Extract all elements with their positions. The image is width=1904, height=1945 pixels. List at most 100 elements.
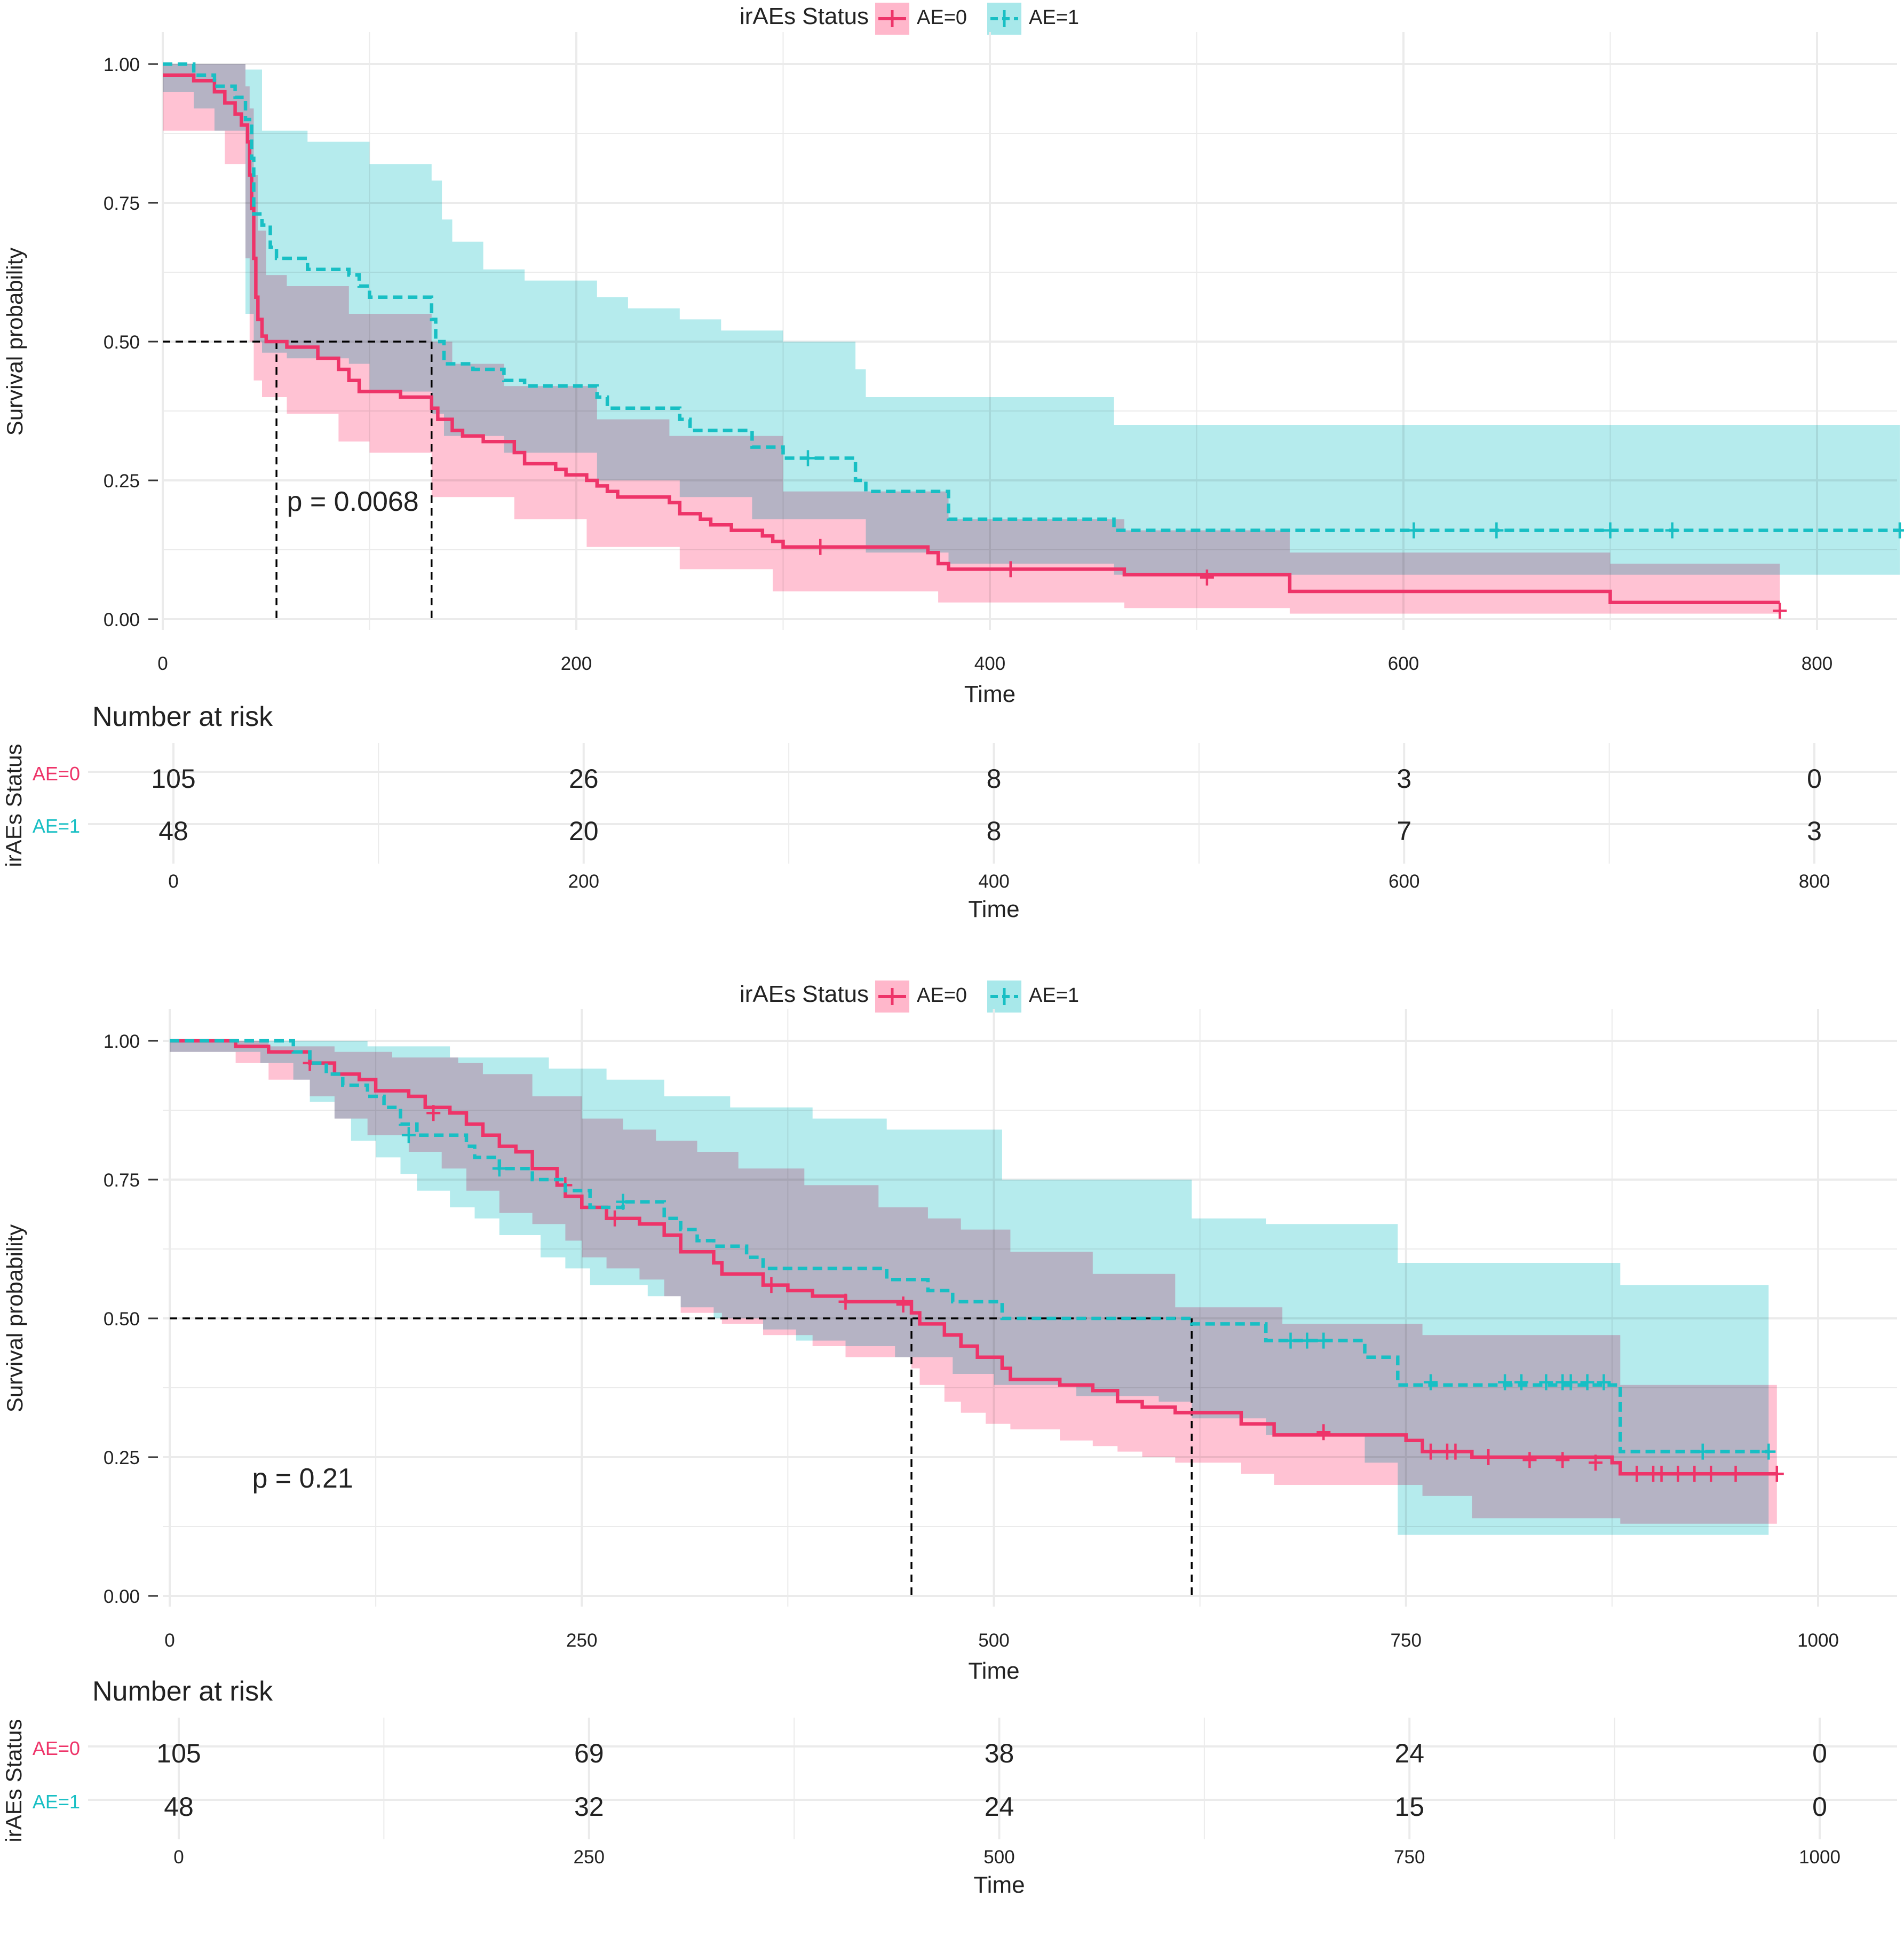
- censor-mark-ae0: [1773, 603, 1787, 619]
- x-axis-label: Time: [968, 1658, 1019, 1684]
- censor-mark-ae0: [1316, 1424, 1331, 1441]
- censor-mark-ae1: [1893, 522, 1904, 539]
- censor-mark-ae0: [1003, 561, 1018, 578]
- x-tick-label: 0: [164, 1630, 174, 1651]
- risk-table-title: Number at risk: [92, 701, 273, 732]
- censor-mark-ae0: [1687, 1466, 1702, 1482]
- ci-band-ae1: [163, 64, 1900, 575]
- risk-count: 24: [1394, 1738, 1424, 1768]
- risk-count: 24: [985, 1792, 1014, 1822]
- censor-mark-ae0: [1630, 1466, 1644, 1482]
- censor-mark-ae1: [1300, 1332, 1314, 1349]
- risk-y-axis-label: irAEs Status: [1, 744, 26, 867]
- x-tick-label: 250: [566, 1630, 597, 1651]
- censor-mark-ae1: [1424, 1374, 1438, 1390]
- censor-mark-ae0: [1588, 1454, 1602, 1471]
- censor-mark-ae0: [1654, 1466, 1669, 1482]
- censor-mark-ae0: [1424, 1443, 1438, 1460]
- y-tick-label: 0.00: [104, 1586, 140, 1607]
- censor-mark-ae0: [426, 1105, 441, 1121]
- x-tick-label: 600: [1388, 653, 1419, 674]
- ci-band-ae1: [170, 1041, 1769, 1535]
- y-tick-label: 0.25: [104, 1448, 140, 1468]
- censor-mark-ae1: [401, 1127, 416, 1143]
- risk-count: 0: [1807, 764, 1822, 794]
- risk-row-label-ae0: AE=0: [33, 763, 80, 785]
- y-tick-label: 1.00: [104, 1031, 140, 1052]
- risk-x-axis-label: Time: [968, 896, 1019, 922]
- risk-table: Number at risk AE=0 105 69 38 24 0 AE=1 48 32 24 15…: [1, 1676, 1897, 1898]
- censor-mark-ae0: [838, 1293, 853, 1310]
- x-tick-label: 750: [1391, 1630, 1422, 1651]
- risk-count: 48: [164, 1792, 194, 1822]
- censor-mark-ae1: [1407, 522, 1421, 539]
- risk-count: 8: [987, 816, 1002, 846]
- y-axis-label: Survival probability: [2, 1224, 27, 1413]
- x-tick-label: 1000: [1797, 1630, 1839, 1651]
- censor-mark-ae1: [801, 450, 815, 467]
- censor-mark-ae0: [608, 1210, 622, 1227]
- risk-count: 8: [987, 764, 1002, 794]
- censor-mark-ae1: [1514, 1374, 1528, 1390]
- censor-mark-ae1: [1580, 1374, 1594, 1390]
- risk-count: 7: [1397, 816, 1411, 846]
- legend-label-ae0: AE=0: [917, 6, 967, 29]
- y-tick-label: 0.25: [104, 471, 140, 492]
- risk-table: Number at risk AE=0 105 26 8 3 0 AE=1 48 20 8 7 3 0 20…: [1, 701, 1897, 922]
- censor-mark-ae0: [813, 539, 828, 555]
- survival-curve-ae1: [170, 1039, 1769, 1453]
- risk-x-tick-label: 250: [574, 1847, 605, 1868]
- legend-label-ae1: AE=1: [1029, 6, 1079, 29]
- km-chart-1: irAEs Status AE=0 AE=1 0.00 0.25 0.50 0.75 1.00…: [1, 3, 1904, 922]
- censor-mark-ae0: [1671, 1466, 1685, 1482]
- risk-table-title: Number at risk: [92, 1676, 273, 1707]
- censor-mark-ae0: [1522, 1452, 1537, 1468]
- censor-mark-ae0: [1481, 1449, 1496, 1465]
- censor-mark-ae1: [492, 1160, 506, 1177]
- km-chart-2: irAEs Status AE=0 AE=1 0.00 0.25 0.50 0.75 1.00…: [1, 981, 1897, 1898]
- legend-title: irAEs Status: [740, 3, 869, 29]
- y-tick-label: 0.00: [104, 610, 140, 630]
- censor-mark-ae0: [764, 1277, 779, 1293]
- risk-count: 20: [569, 816, 599, 846]
- risk-x-tick-label: 0: [168, 871, 178, 892]
- risk-count: 69: [574, 1738, 604, 1768]
- y-tick-label: 0.75: [104, 193, 140, 214]
- risk-x-tick-label: 600: [1389, 871, 1419, 892]
- censor-mark-ae0: [1728, 1466, 1743, 1482]
- censor-mark-ae1: [1597, 1374, 1611, 1390]
- risk-row-label-ae1: AE=1: [33, 1791, 80, 1813]
- risk-count: 3: [1807, 816, 1822, 846]
- x-tick-label: 500: [978, 1630, 1009, 1651]
- y-tick-label: 0.50: [104, 332, 140, 353]
- x-axis-label: Time: [964, 681, 1016, 707]
- censor-mark-ae1: [1762, 1443, 1776, 1460]
- risk-x-tick-label: 750: [1394, 1847, 1425, 1868]
- risk-x-tick-label: 1000: [1799, 1847, 1840, 1868]
- censor-mark-ae1: [1695, 1443, 1710, 1460]
- censor-mark-ae1: [1539, 1374, 1553, 1390]
- risk-x-tick-label: 200: [568, 871, 599, 892]
- censor-mark-ae0: [1770, 1466, 1784, 1482]
- censor-mark-ae0: [1200, 570, 1214, 586]
- censor-mark-ae1: [1489, 522, 1504, 539]
- legend-label-ae1: AE=1: [1029, 984, 1079, 1007]
- censor-mark-ae1: [1603, 522, 1617, 539]
- censor-mark-ae0: [1448, 1443, 1463, 1460]
- risk-x-tick-label: 0: [173, 1847, 184, 1868]
- y-tick-label: 0.75: [104, 1170, 140, 1191]
- p-value: p = 0.0068: [287, 486, 419, 517]
- p-value: p = 0.21: [252, 1463, 353, 1494]
- x-tick-label: 800: [1802, 653, 1832, 674]
- risk-count: 26: [569, 764, 599, 794]
- risk-count: 32: [574, 1792, 604, 1822]
- x-tick-label: 400: [974, 653, 1005, 674]
- censor-mark-ae1: [1498, 1374, 1512, 1390]
- risk-count: 0: [1812, 1738, 1827, 1768]
- y-axis-label: Survival probability: [2, 248, 27, 436]
- y-tick-label: 1.00: [104, 54, 140, 75]
- survival-curve-ae0: [170, 1039, 1777, 1476]
- censor-mark-ae0: [1704, 1466, 1718, 1482]
- risk-x-tick-label: 400: [978, 871, 1009, 892]
